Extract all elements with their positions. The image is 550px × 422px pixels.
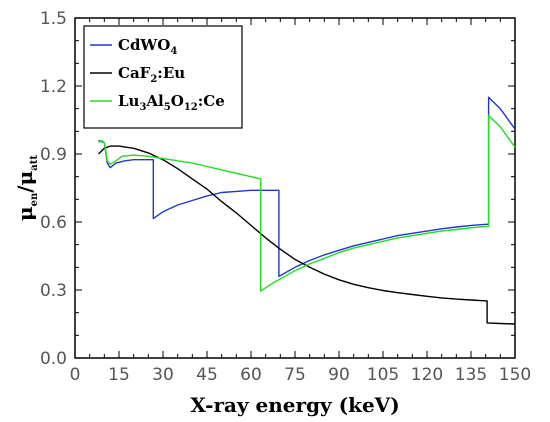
legend-label-part: O (171, 92, 184, 110)
legend-label-part: CdWO (118, 36, 170, 54)
legend-label-part: :Eu (157, 64, 185, 82)
x-tick-label: 150 (499, 365, 531, 385)
y-tick-label: 0.0 (40, 349, 67, 369)
y-axis-title: μen/μatt (13, 155, 40, 221)
plot-area (98, 96, 516, 325)
y-axis-title-main: μ (13, 206, 37, 221)
legend-label-cdwo4: CdWO4 (118, 36, 177, 57)
x-tick-label: 60 (240, 365, 262, 385)
legend-label-part: 12 (184, 102, 198, 113)
legend-label-part: Lu (118, 92, 140, 110)
legend-label-part: 5 (164, 102, 171, 113)
series-line-caf2-eu (98, 145, 516, 325)
y-tick-label: 1.5 (40, 9, 67, 29)
x-tick-label: 30 (152, 365, 174, 385)
legend-label-part: 4 (170, 46, 177, 57)
y-axis-title-sub2: att (29, 155, 40, 171)
axes: 0 15 30 45 60 75 90 105 120 135 1500.00.30.60.91.2… (40, 9, 531, 385)
legend: CdWO4 CaF2:Eu Lu3Al5O12:Ce (83, 25, 243, 129)
legend-label-part: Al (145, 92, 164, 110)
legend-box (83, 25, 243, 129)
y-tick-label: 1.2 (40, 77, 67, 97)
x-tick-label: 105 (367, 365, 399, 385)
x-axis-title: X-ray energy (keV) (190, 393, 399, 417)
y-axis-title-sep: /μ (13, 171, 37, 193)
legend-label-part: 2 (150, 74, 157, 85)
x-tick-label: 135 (455, 365, 487, 385)
y-tick-label: 0.9 (40, 145, 67, 165)
series-line-luag-ce (98, 114, 516, 292)
y-axis-title-sub1: en (29, 192, 40, 206)
legend-label-part: :Ce (198, 92, 225, 110)
series-line-cdwo4 (98, 96, 516, 278)
x-tick-label: 90 (328, 365, 350, 385)
x-tick-label: 75 (284, 365, 306, 385)
x-tick-label: 15 (108, 365, 130, 385)
legend-label-caf2-eu: CaF2:Eu (118, 64, 185, 85)
x-tick-label: 120 (411, 365, 443, 385)
x-tick-label: 45 (196, 365, 218, 385)
y-tick-label: 0.6 (40, 213, 67, 233)
legend-label-luag-ce: Lu3Al5O12:Ce (118, 92, 225, 113)
legend-label-part: 3 (139, 102, 146, 113)
legend-label-part: CaF (118, 64, 151, 82)
y-tick-label: 0.3 (40, 281, 67, 301)
x-tick-label: 0 (70, 365, 81, 385)
